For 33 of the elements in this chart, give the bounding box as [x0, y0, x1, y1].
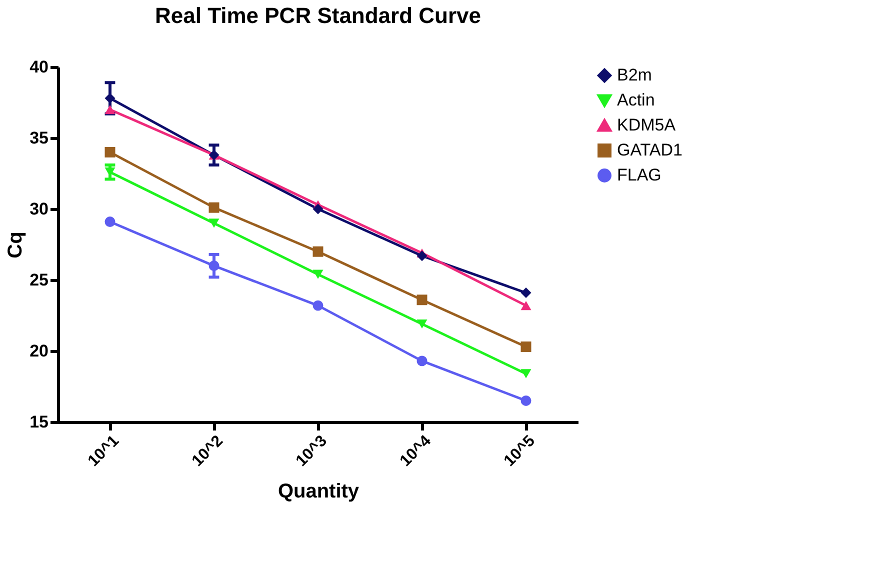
y-tick-label: 20 — [30, 342, 48, 360]
point — [416, 250, 428, 262]
point — [104, 146, 116, 158]
y-tick-label: 25 — [30, 270, 48, 290]
point — [312, 246, 324, 257]
y-axis-title: Cq — [4, 232, 27, 258]
point — [520, 395, 532, 406]
point — [208, 202, 220, 213]
legend-label: FLAG — [617, 166, 662, 184]
point — [416, 356, 428, 366]
point — [416, 319, 428, 329]
point — [416, 294, 428, 306]
point — [520, 341, 532, 352]
point — [520, 288, 532, 298]
point — [312, 204, 324, 214]
y-tick-label: 35 — [30, 128, 48, 148]
point — [208, 218, 220, 228]
y-tick-label: 15 — [30, 412, 48, 432]
point — [104, 105, 116, 114]
point — [520, 369, 532, 378]
point — [312, 270, 324, 279]
y-tick-label: 40 — [30, 58, 48, 76]
point — [520, 301, 532, 310]
legend-label: B2m — [617, 66, 652, 84]
chart-title: Real Time PCR Standard Curve — [154, 3, 482, 28]
y-tick-label: 30 — [30, 200, 48, 218]
legend-label: Actin — [617, 90, 655, 110]
point — [208, 260, 220, 272]
legend-label: KDM5A — [617, 116, 676, 134]
x-axis-title: Quantity — [278, 480, 360, 502]
legend-label: GATAD1 — [617, 140, 682, 160]
point — [312, 300, 324, 311]
point — [104, 216, 116, 228]
